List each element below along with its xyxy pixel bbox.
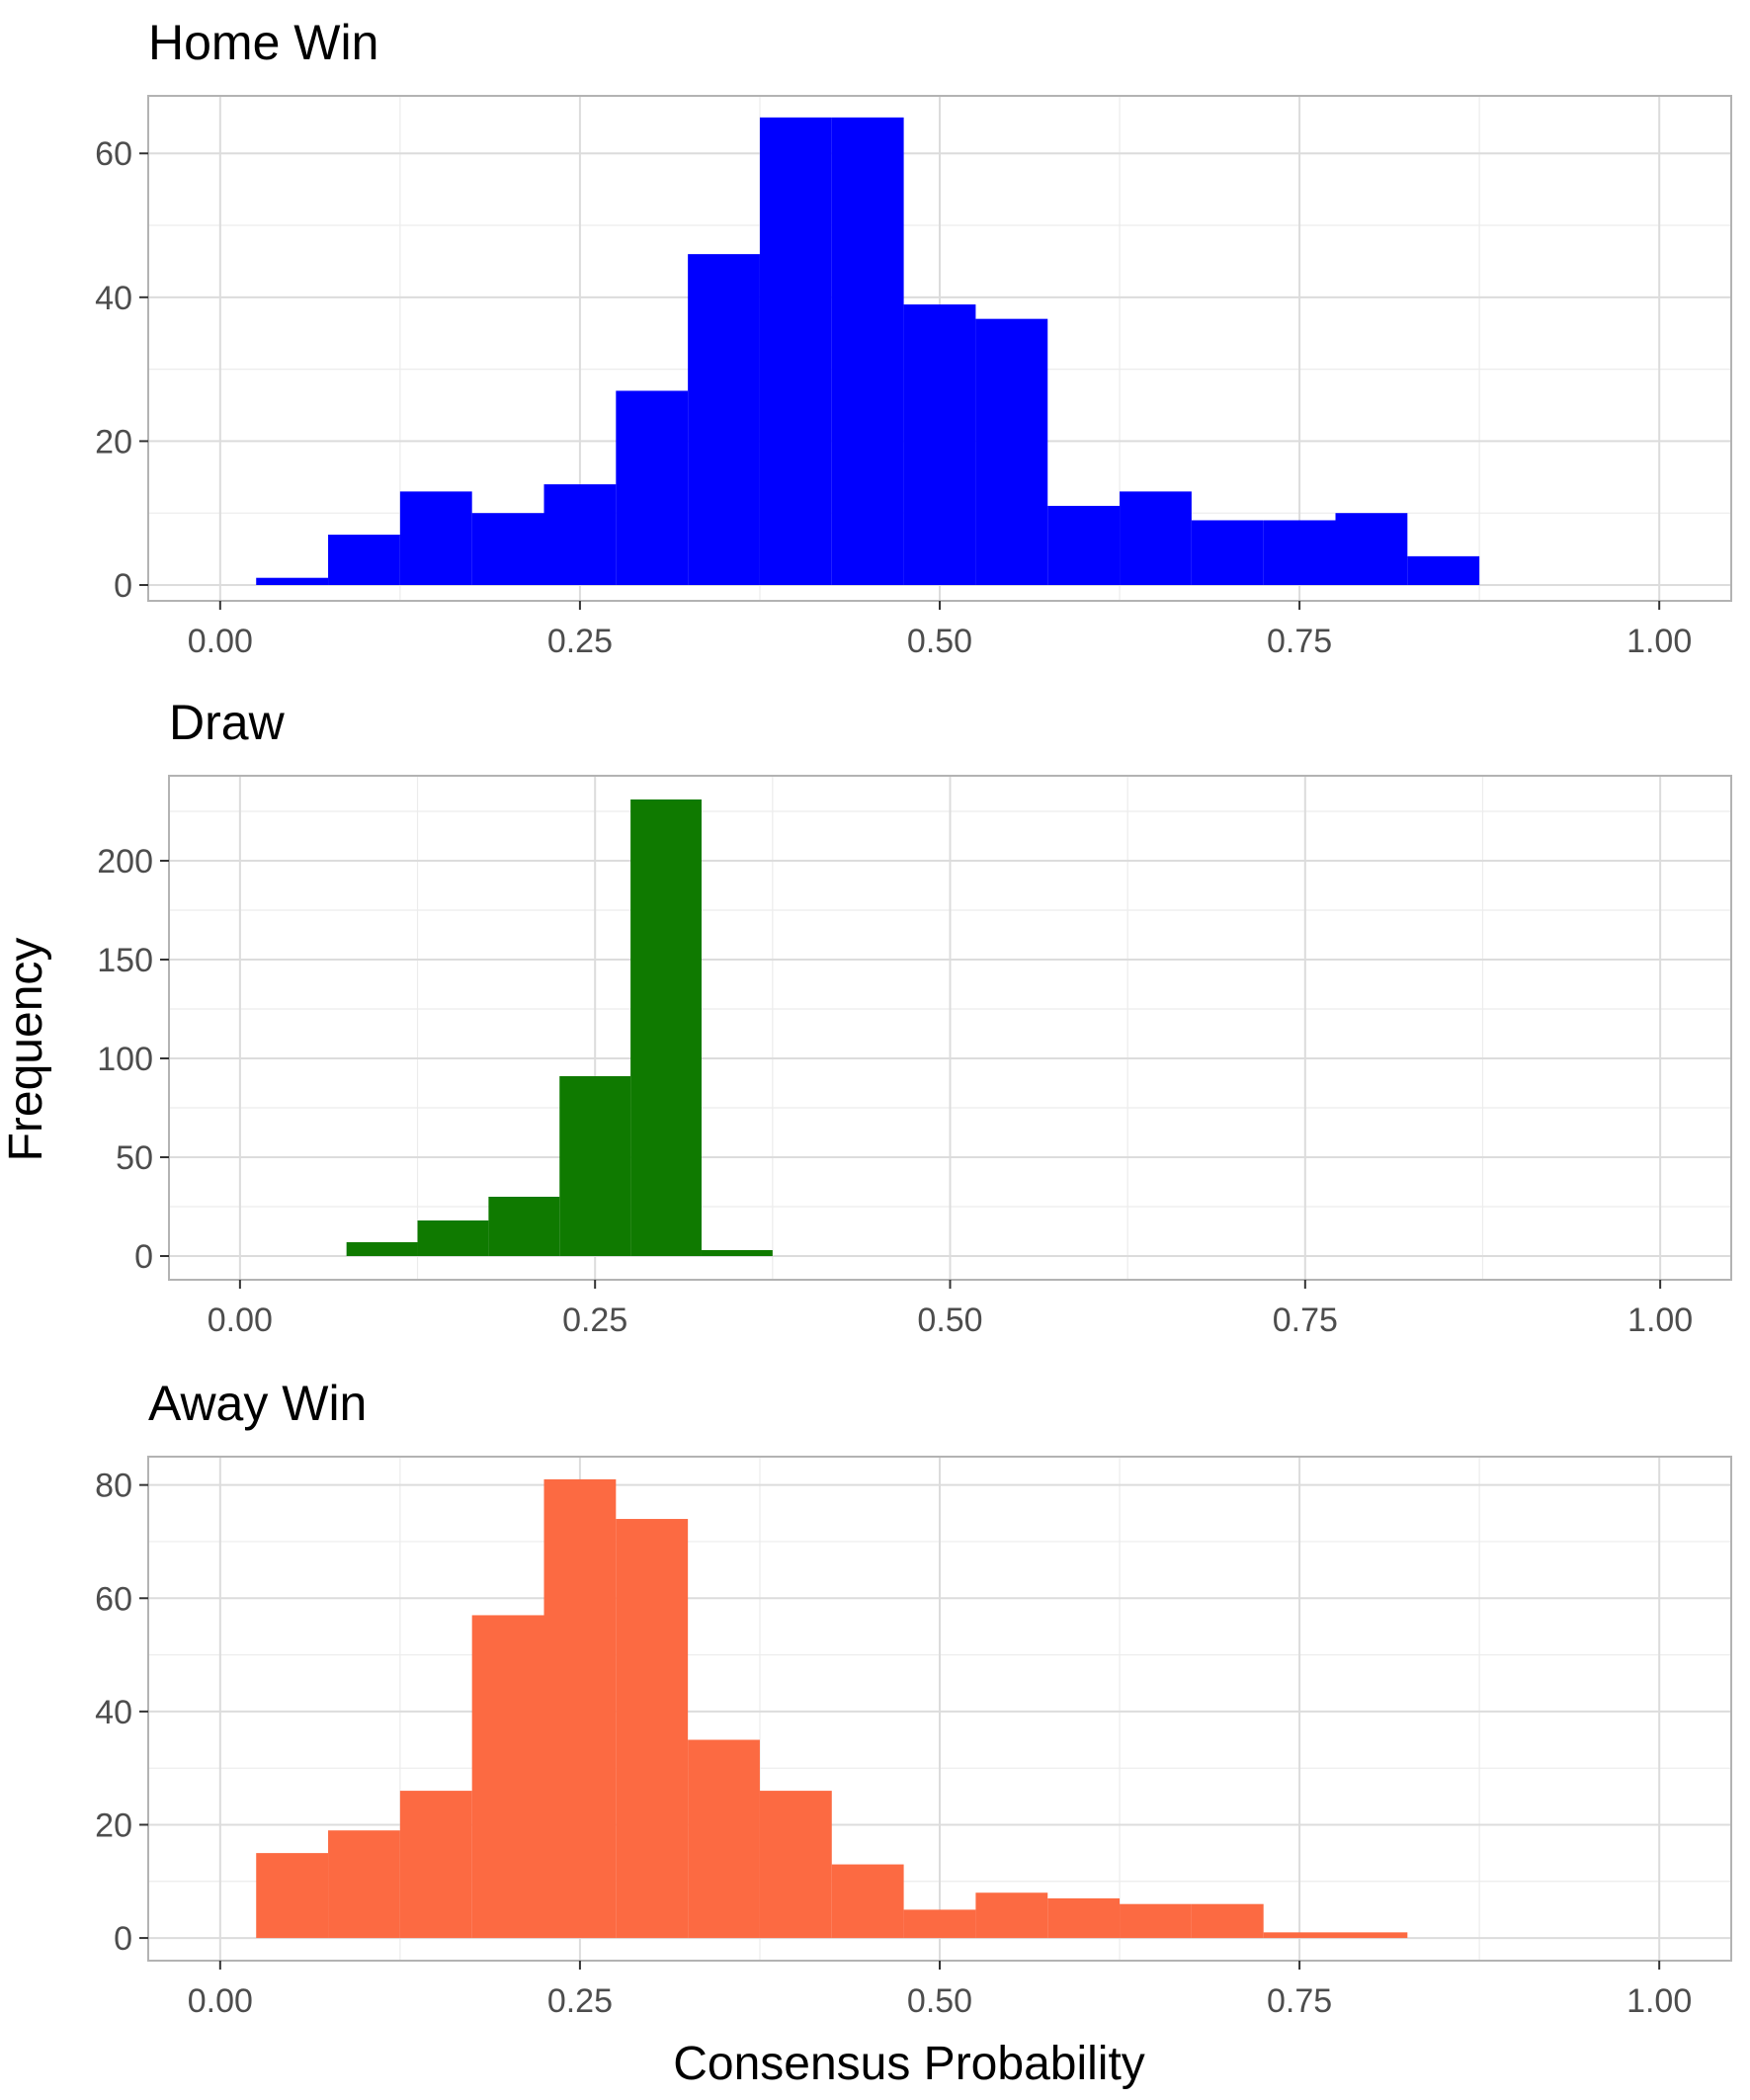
- home-win-title: Home Win: [148, 15, 378, 70]
- draw-x-tick-label: 1.00: [1627, 1302, 1693, 1339]
- home-win-y-tick-label: 0: [114, 567, 132, 605]
- home-win-x-tick-label: 0.25: [547, 623, 613, 660]
- away-win-bar-11: [1047, 1897, 1121, 1939]
- draw-bar-5: [701, 1250, 773, 1256]
- away-win-bar-12: [1120, 1903, 1192, 1939]
- home-win-x-tick-label: 0.75: [1267, 623, 1332, 660]
- home-win-bar-8: [831, 117, 904, 585]
- draw-x-tick-label: 0.25: [562, 1302, 627, 1339]
- home-win-bar-5: [616, 390, 689, 585]
- away-win-bar-3: [471, 1615, 544, 1939]
- away-win-bar-7: [759, 1791, 832, 1939]
- away-win-bar-10: [975, 1892, 1048, 1939]
- draw-bar-1: [417, 1220, 489, 1256]
- away-win-bar-15: [1335, 1932, 1408, 1939]
- home-win-bar-3: [471, 513, 544, 585]
- away-win-bar-9: [903, 1909, 976, 1939]
- away-win-bar-1: [328, 1830, 400, 1939]
- away-win-bar-13: [1191, 1903, 1264, 1939]
- home-win-y-tick-label: 40: [95, 280, 132, 317]
- home-win-bar-6: [688, 254, 760, 585]
- draw-panel: Draw 0 50 100 150 200 0.00 0.25 0.50 0.75 1.00: [97, 695, 1732, 1339]
- home-win-x-tick-label: 0.00: [188, 623, 253, 660]
- away-win-bar-4: [543, 1478, 617, 1939]
- away-win-bars: [256, 1478, 1408, 1939]
- draw-x-tick-label: 0.75: [1273, 1302, 1338, 1339]
- home-win-x-tick-label: 0.50: [907, 623, 972, 660]
- draw-bars: [346, 799, 773, 1256]
- draw-x-tick-label: 0.50: [917, 1302, 982, 1339]
- draw-y-tick-label: 150: [97, 942, 153, 979]
- away-win-y-tick-label: 80: [95, 1468, 132, 1505]
- away-win-bar-2: [399, 1791, 472, 1939]
- home-win-bar-10: [975, 318, 1048, 585]
- home-win-bars: [256, 117, 1480, 585]
- home-win-bar-7: [759, 117, 832, 585]
- draw-y-tick-label: 50: [116, 1139, 153, 1177]
- away-win-bar-5: [616, 1519, 689, 1939]
- home-win-y-tick-label: 20: [95, 423, 132, 461]
- draw-title: Draw: [169, 695, 286, 750]
- away-win-bar-8: [831, 1864, 904, 1939]
- home-win-bar-14: [1263, 520, 1336, 585]
- away-win-y-tick-label: 40: [95, 1694, 132, 1731]
- home-win-bar-9: [903, 304, 976, 585]
- away-win-y-tick-label: 20: [95, 1806, 132, 1844]
- away-win-panel: Away Win 0 20 40 60 80 0.00 0.25 0.50 0.75 1.00: [95, 1376, 1732, 2020]
- home-win-x-tick-label: 1.00: [1626, 623, 1692, 660]
- away-win-y-tick-label: 0: [114, 1920, 132, 1958]
- home-win-bar-0: [256, 577, 329, 585]
- y-axis-title: Frequency: [0, 938, 52, 1162]
- away-win-x-tick-label: 0.00: [188, 1982, 253, 2020]
- home-win-y-tick-label: 60: [95, 135, 132, 173]
- away-win-y-tick-label: 60: [95, 1580, 132, 1618]
- draw-y-tick-label: 200: [97, 843, 153, 881]
- home-win-bar-11: [1047, 505, 1121, 585]
- home-win-bar-1: [328, 535, 400, 585]
- draw-bar-3: [559, 1076, 631, 1256]
- away-win-bar-6: [688, 1739, 760, 1939]
- away-win-bar-0: [256, 1853, 329, 1939]
- x-axis-title: Consensus Probability: [673, 2038, 1145, 2090]
- home-win-bar-12: [1120, 491, 1192, 585]
- draw-bar-2: [488, 1197, 560, 1256]
- home-win-bar-13: [1191, 520, 1264, 585]
- home-win-bar-15: [1335, 513, 1408, 585]
- draw-bar-0: [346, 1242, 418, 1256]
- away-win-x-tick-label: 0.50: [907, 1982, 972, 2020]
- away-win-bar-14: [1263, 1932, 1336, 1939]
- away-win-x-tick-label: 1.00: [1626, 1982, 1692, 2020]
- away-win-title: Away Win: [148, 1376, 367, 1431]
- draw-x-tick-label: 0.00: [208, 1302, 273, 1339]
- home-win-bar-16: [1407, 555, 1480, 585]
- draw-bar-4: [630, 799, 702, 1256]
- panels-group: Home Win 0 20 40 60 0.00 0.25 0.50 0.75 1.00 Draw 0…: [95, 15, 1732, 2020]
- home-win-bar-4: [543, 484, 617, 585]
- home-win-panel: Home Win 0 20 40 60 0.00 0.25 0.50 0.75 1.00: [95, 15, 1732, 660]
- draw-y-tick-label: 100: [97, 1041, 153, 1078]
- draw-y-tick-label: 0: [134, 1238, 153, 1276]
- home-win-bar-2: [399, 491, 472, 585]
- away-win-x-tick-label: 0.75: [1267, 1982, 1332, 2020]
- away-win-x-tick-label: 0.25: [547, 1982, 613, 2020]
